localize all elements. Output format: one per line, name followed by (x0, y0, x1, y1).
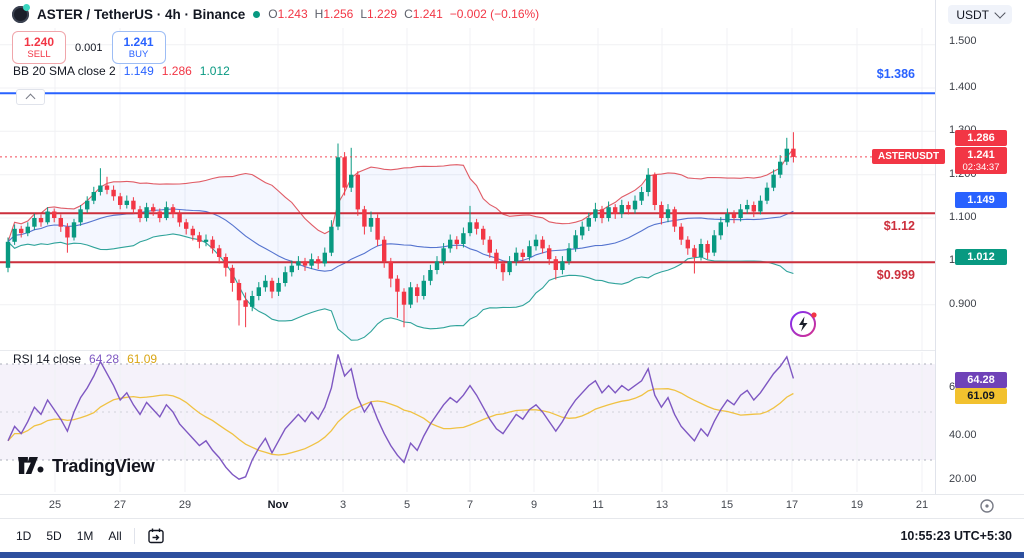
price-tick-label: 1.100 (949, 211, 977, 223)
sell-label: SELL (27, 49, 51, 60)
rsi-title: RSI 14 close (13, 352, 82, 366)
last-price-value: 1.241 (967, 149, 995, 161)
level-label-0999[interactable]: $0.999 (876, 268, 915, 282)
time-axis[interactable]: 25 27 29 Nov 3 5 7 9 11 13 15 17 19 21 (0, 494, 1024, 519)
session-clock[interactable]: 10:55:23 UTC+5:30 (900, 529, 1012, 543)
pane-separator[interactable] (0, 350, 935, 351)
bb-basis-value: 1.149 (123, 64, 154, 78)
level-label-1386[interactable]: $1.386 (876, 67, 915, 81)
timezone-clock-icon[interactable] (979, 498, 995, 519)
bb-indicator-legend[interactable]: BB 20 SMA close 2 1.149 1.286 1.012 (13, 64, 230, 78)
bb-lower-value: 1.012 (199, 64, 230, 78)
toolbar-divider (133, 528, 135, 544)
price-tick-label: 40.00 (949, 429, 977, 441)
time-tick-label: 17 (785, 499, 799, 511)
aster-logo-icon (12, 3, 30, 23)
sell-button[interactable]: 1.240 SELL (12, 31, 66, 64)
chart-header: ASTER / TetherUS · 4h · Binance O1.243 H… (0, 0, 947, 28)
price-tick-label: 1.400 (949, 81, 977, 93)
close-label: C (404, 7, 413, 21)
chevron-down-icon (994, 7, 1006, 19)
go-to-date-icon[interactable] (147, 527, 165, 545)
trade-panel: 1.240 SELL 0.001 1.241 BUY (12, 31, 166, 64)
time-tick-label: 15 (720, 499, 734, 511)
currency-label: USDT (956, 7, 989, 22)
price-tick-label: 20.00 (949, 473, 977, 485)
high-label: H (314, 7, 324, 21)
time-tick-label: 27 (113, 499, 127, 511)
chevron-up-icon (25, 93, 36, 104)
buy-label: BUY (128, 49, 149, 60)
range-button-all[interactable]: All (108, 529, 122, 543)
low-label: L (360, 7, 368, 21)
price-tick-label: 0.900 (949, 298, 977, 310)
bar-countdown: 02:34:37 (962, 162, 1000, 173)
range-button-5d[interactable]: 5D (46, 529, 62, 543)
time-tick-label: 29 (178, 499, 192, 511)
bottom-toolbar: 1D 5D 1M All 10:55:23 UTC+5:30 (0, 518, 1024, 553)
range-button-1d[interactable]: 1D (16, 529, 32, 543)
time-tick-label: 13 (655, 499, 669, 511)
buy-price: 1.241 (123, 35, 154, 49)
currency-dropdown[interactable]: USDT (948, 5, 1012, 24)
range-button-1m[interactable]: 1M (76, 529, 94, 543)
time-tick-label: 7 (466, 499, 474, 511)
time-tick-label: 5 (403, 499, 411, 511)
low-value: 1.229 (367, 7, 398, 21)
time-tick-label: 9 (530, 499, 538, 511)
date-range-switcher: 1D 5D 1M All (0, 529, 122, 543)
rsi-ma-value-badge: 61.09 (955, 388, 1007, 404)
bb-title: BB 20 SMA close 2 (13, 64, 116, 78)
instant-trading-button[interactable] (789, 308, 819, 338)
rsi-chart-canvas[interactable] (0, 352, 935, 492)
time-tick-label: 11 (592, 499, 604, 511)
symbol-title[interactable]: ASTER / TetherUS · 4h · Binance (37, 6, 246, 22)
price-tick-label: 1.500 (949, 35, 977, 47)
change-value: −0.002 (−0.16%) (449, 7, 540, 21)
price-axis[interactable]: 20.0040.0060.000.9001.0001.1001.2001.300… (935, 0, 1024, 518)
level-label-112[interactable]: $1.12 (883, 219, 915, 233)
buy-button[interactable]: 1.241 BUY (111, 31, 166, 64)
open-value: 1.243 (277, 7, 308, 21)
watermark-text: TradingView (52, 456, 155, 476)
rsi-value: 64.28 (89, 352, 120, 366)
main-chart-canvas[interactable] (0, 28, 935, 350)
time-tick-label: 19 (850, 499, 864, 511)
market-status-dot-icon (253, 10, 261, 18)
time-tick-label: 25 (48, 499, 62, 511)
bottom-accent-strip (0, 552, 1024, 558)
rsi-indicator-legend[interactable]: RSI 14 close 64.28 61.09 (13, 352, 157, 366)
ohlc-readout: O1.243 H1.256 L1.229 C1.241 −0.002 (−0.1… (268, 7, 539, 21)
time-tick-label: 21 (915, 499, 929, 511)
high-value: 1.256 (323, 7, 354, 21)
sell-price: 1.240 (23, 35, 55, 49)
bb-basis-price-badge: 1.149 (955, 192, 1007, 208)
bb-lower-price-badge: 1.012 (955, 249, 1007, 265)
tradingview-logo-icon (18, 456, 44, 475)
collapse-pane-button[interactable] (16, 89, 45, 105)
time-tick-label: 3 (339, 499, 347, 511)
close-value: 1.241 (412, 7, 443, 21)
time-tick-label: Nov (267, 499, 289, 511)
open-label: O (268, 7, 278, 21)
bb-upper-price-badge: 1.286 (955, 130, 1007, 146)
tradingview-watermark: TradingView (18, 456, 155, 477)
last-price-badge: 1.241 02:34:37 (955, 147, 1007, 174)
rsi-ma-value: 61.09 (127, 352, 158, 366)
spread-value: 0.001 (75, 41, 103, 54)
bb-upper-value: 1.286 (161, 64, 192, 78)
rsi-value-badge: 64.28 (955, 372, 1007, 388)
symbol-price-tag: ASTERUSDT (872, 149, 946, 164)
